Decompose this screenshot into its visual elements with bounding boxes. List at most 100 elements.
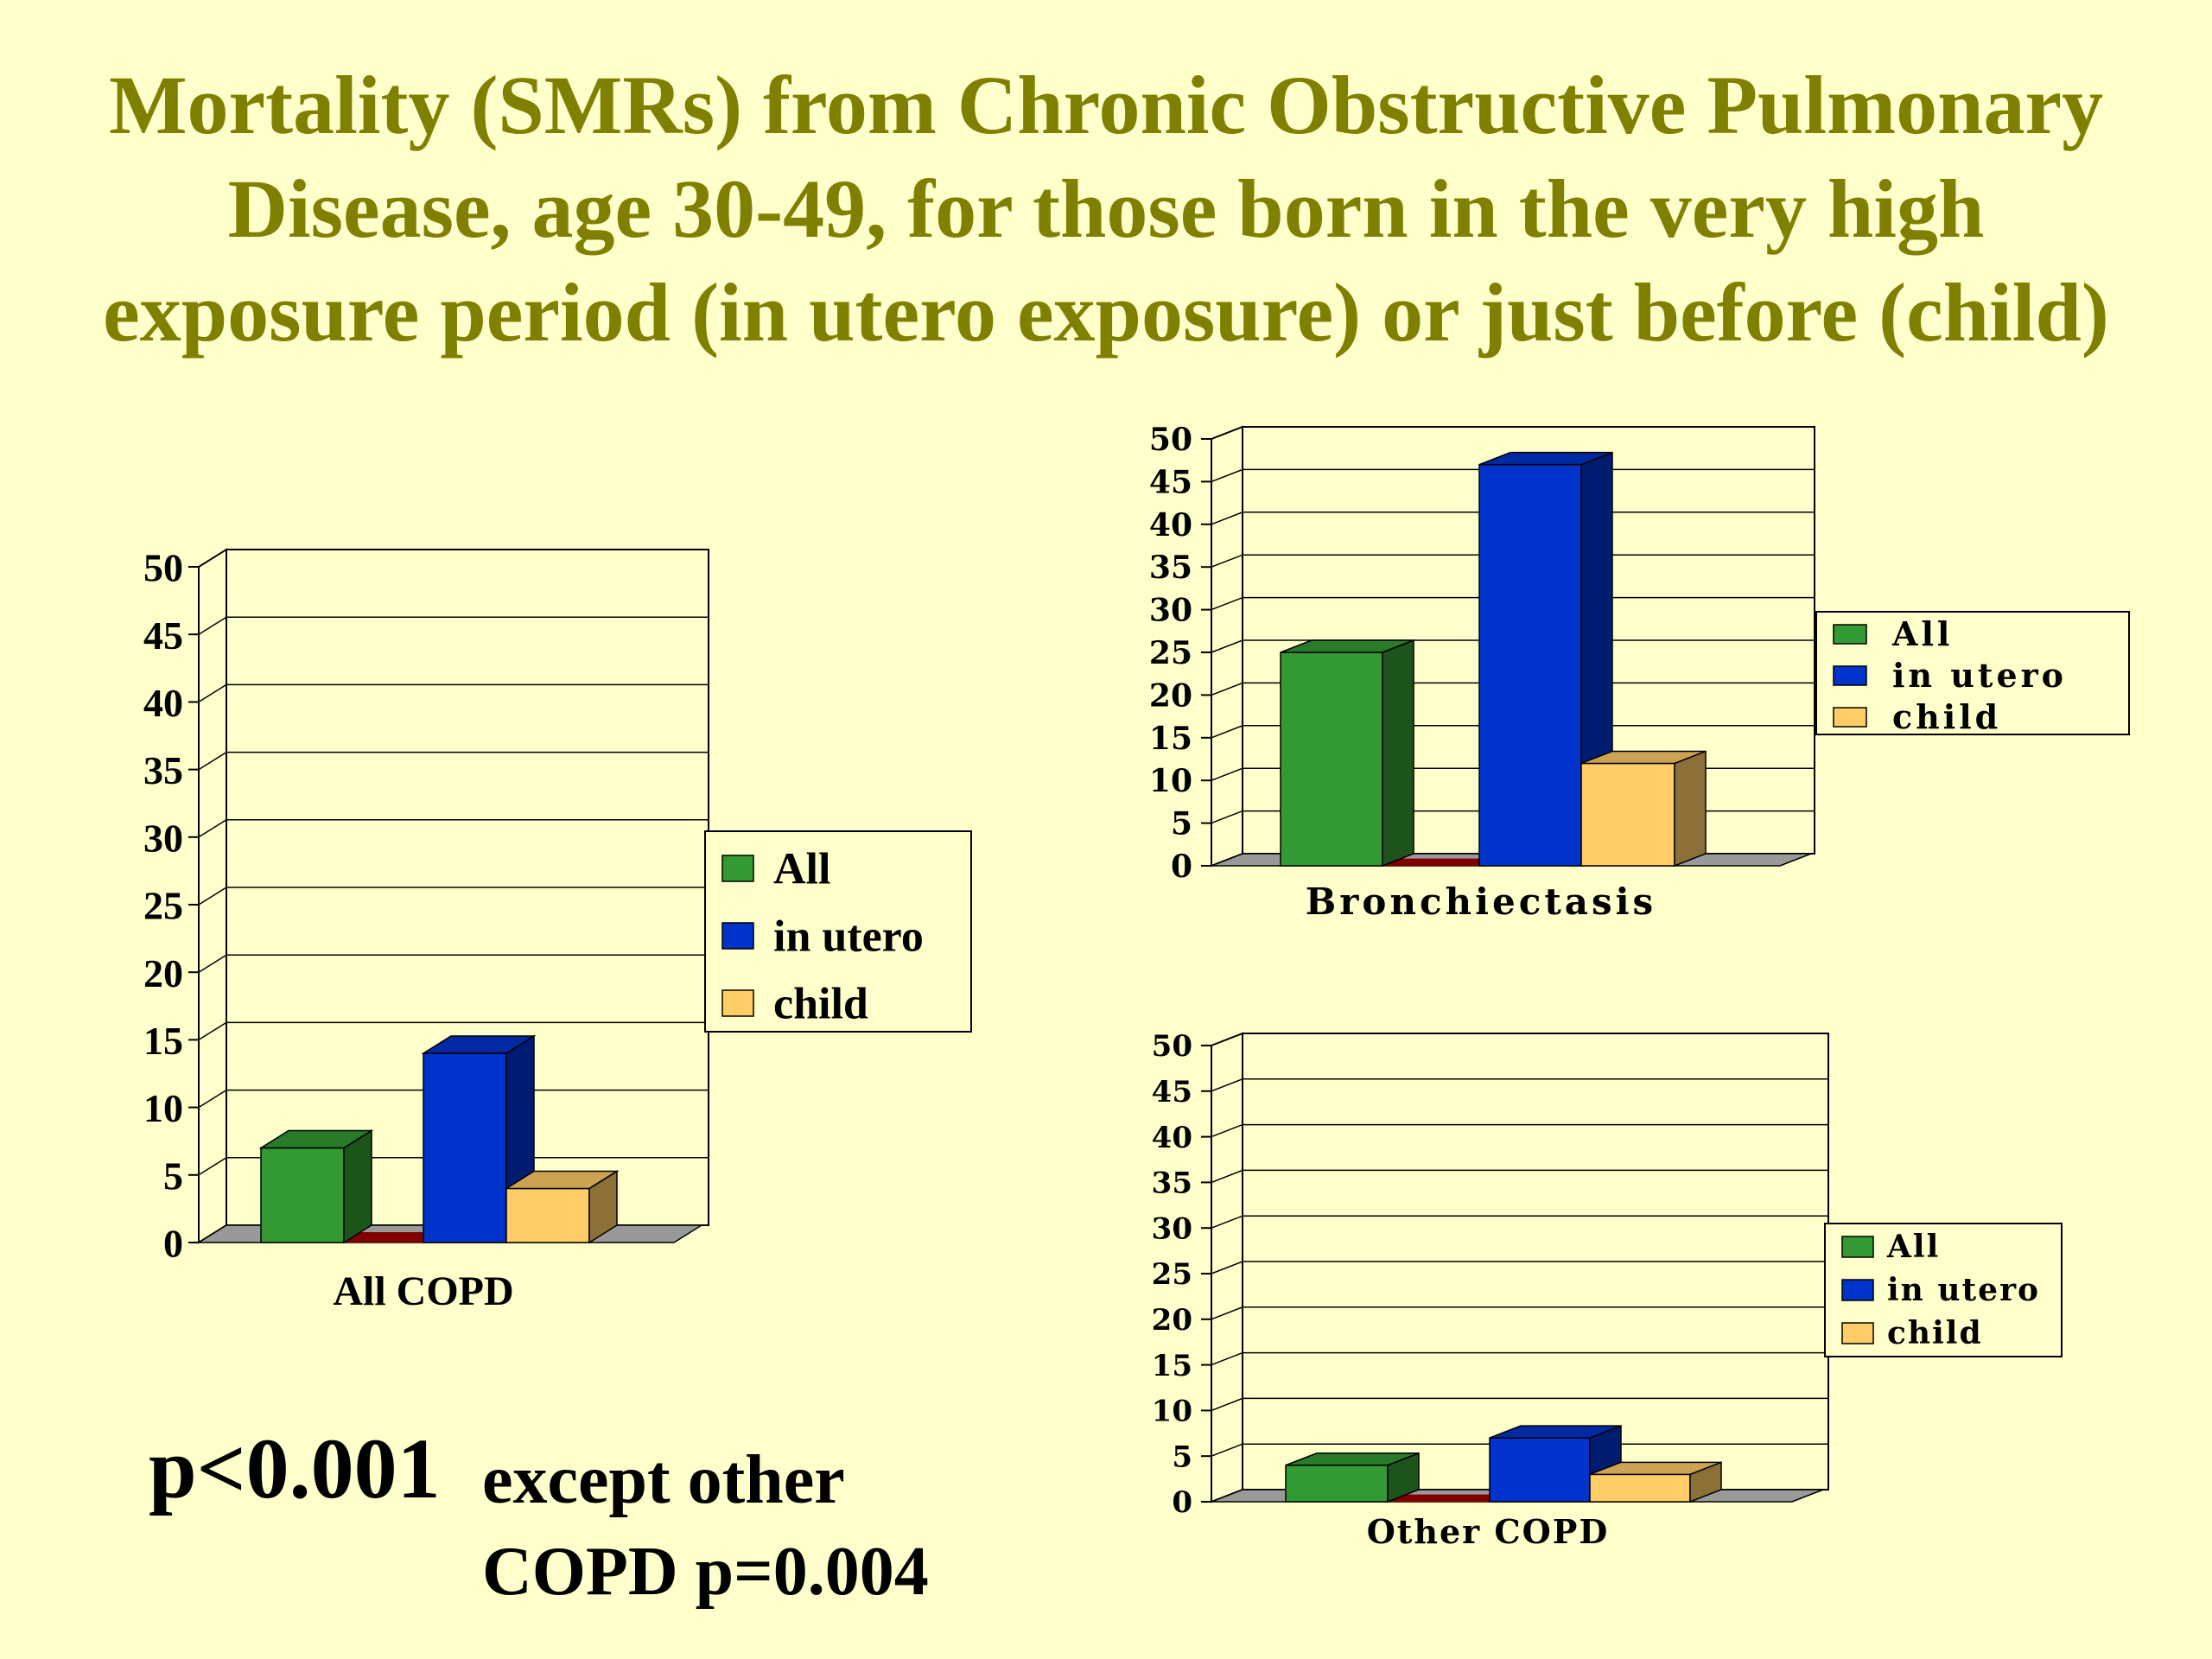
gridline [1211,1443,1828,1457]
gridline [1211,1078,1828,1092]
legend-label: in utero [1887,1272,2040,1308]
bar-child [1589,1461,1722,1503]
gridline [1211,639,1815,653]
legend-swatch [721,989,754,1017]
category-label: Other COPD [1367,1512,1610,1551]
title-line-1: Mortality (SMRs) from Chronic Obstructiv… [108,59,2104,151]
y-tick-label: 0 [163,1222,183,1266]
baseline-marker [1388,1494,1509,1502]
bar-front [1285,1465,1389,1503]
y-tick-label: 40 [1152,1121,1192,1155]
bar-All [1285,1452,1420,1503]
gridline [1211,1397,1828,1412]
bar-front [1478,463,1582,867]
gridline [1211,426,1815,440]
y-tick-label: 50 [143,546,183,590]
y-tick-label: 25 [1149,635,1192,671]
bar-side [343,1129,372,1244]
gridline [1211,512,1815,525]
bar-top [258,1129,374,1149]
gridline [198,1089,709,1109]
y-tick-label: 50 [1152,1029,1192,1064]
exception-note-line-2: COPD p=0.004 [482,1534,929,1610]
y-tick-label: 5 [1171,806,1192,842]
y-tick-label: 0 [1171,849,1192,885]
title-line-3: exposure period (in utero exposure) or j… [103,266,2109,359]
y-tick-label: 45 [143,613,183,658]
bar-top [504,1170,620,1190]
y-tick-label: 45 [1149,464,1192,500]
bar-top [1285,1452,1420,1466]
legend-swatch [1841,1322,1874,1344]
y-tick-label: 30 [1149,593,1192,629]
y-tick-label: 20 [1152,1303,1192,1338]
y-tick-label: 50 [1149,422,1192,458]
bar-front [423,1052,507,1243]
bar-All [258,1129,374,1244]
y-tick-label: 20 [1149,677,1192,714]
y-tick-label: 20 [143,951,183,995]
chart-3: 0 5 10 15 20 25 30 35 40 45 50 Other COPD All in uter… [1152,1029,2063,1551]
bar-front [1589,1473,1691,1503]
legend-label: child [773,980,868,1029]
y-tick-label: 35 [1152,1166,1192,1201]
y-tick-label: 35 [143,748,183,792]
legend-swatch [1833,665,1867,686]
gridline [1211,1123,1828,1138]
y-tick-label: 10 [1149,763,1192,799]
legend-swatch [721,922,754,950]
chart-1: 0 5 10 15 20 25 30 35 40 45 50 All COPD All in utero c… [143,546,972,1314]
baseline-marker [344,1232,441,1243]
category-label: All COPD [333,1268,513,1314]
y-tick-label: 25 [1152,1257,1192,1292]
gridline [198,1021,709,1041]
bar-top [421,1035,537,1054]
legend-label: All [1891,614,1953,653]
bar-top [1580,750,1707,765]
title-line-2: Disease, age 30-49, for those born in th… [227,162,1985,255]
legend-label: All [1886,1229,1940,1265]
bar-top [1280,639,1414,653]
legend-box [1815,611,2130,735]
y-tick-label: 35 [1149,550,1192,586]
legend: All in utero child [704,830,972,1033]
bar-child [1580,750,1707,868]
gridline [1211,1306,1828,1320]
bar-side [1674,750,1707,868]
legend-swatch [721,855,754,882]
gridline [1211,1033,1828,1046]
gridline [198,819,709,838]
legend-label: in utero [773,912,924,962]
gridline [198,549,709,568]
gridline [1211,1169,1828,1184]
gridline [1211,682,1815,696]
gridline [198,887,709,906]
bar-top [1478,451,1613,466]
gridline [198,683,709,703]
exception-note: except other COPD p=0.004 [482,1434,929,1618]
exception-note-line-1: except other [482,1442,845,1518]
y-tick-label: 10 [1152,1395,1192,1429]
legend-label: All [773,845,830,894]
y-tick-label: 15 [1149,721,1192,757]
gridline [198,751,709,771]
y-tick-label: 45 [1152,1075,1192,1109]
gridline [1211,725,1815,739]
bar-front [260,1147,345,1243]
y-tick-label: 40 [1149,507,1192,543]
bar-front [505,1187,590,1243]
y-tick-label: 5 [163,1154,183,1198]
chart-2: 0 5 10 15 20 25 30 35 40 45 50 Bronchiectasis Allin … [1149,422,2130,923]
bar-top [1589,1461,1722,1476]
gridline [1211,1351,1828,1366]
y-tick-label: 30 [1152,1211,1192,1246]
gridline [198,954,709,973]
legend-swatch [1833,624,1867,645]
bar-All [1280,639,1414,868]
bar-in-utero [1489,1424,1622,1503]
bar-top [1489,1425,1622,1439]
y-tick-label: 0 [1172,1485,1192,1520]
